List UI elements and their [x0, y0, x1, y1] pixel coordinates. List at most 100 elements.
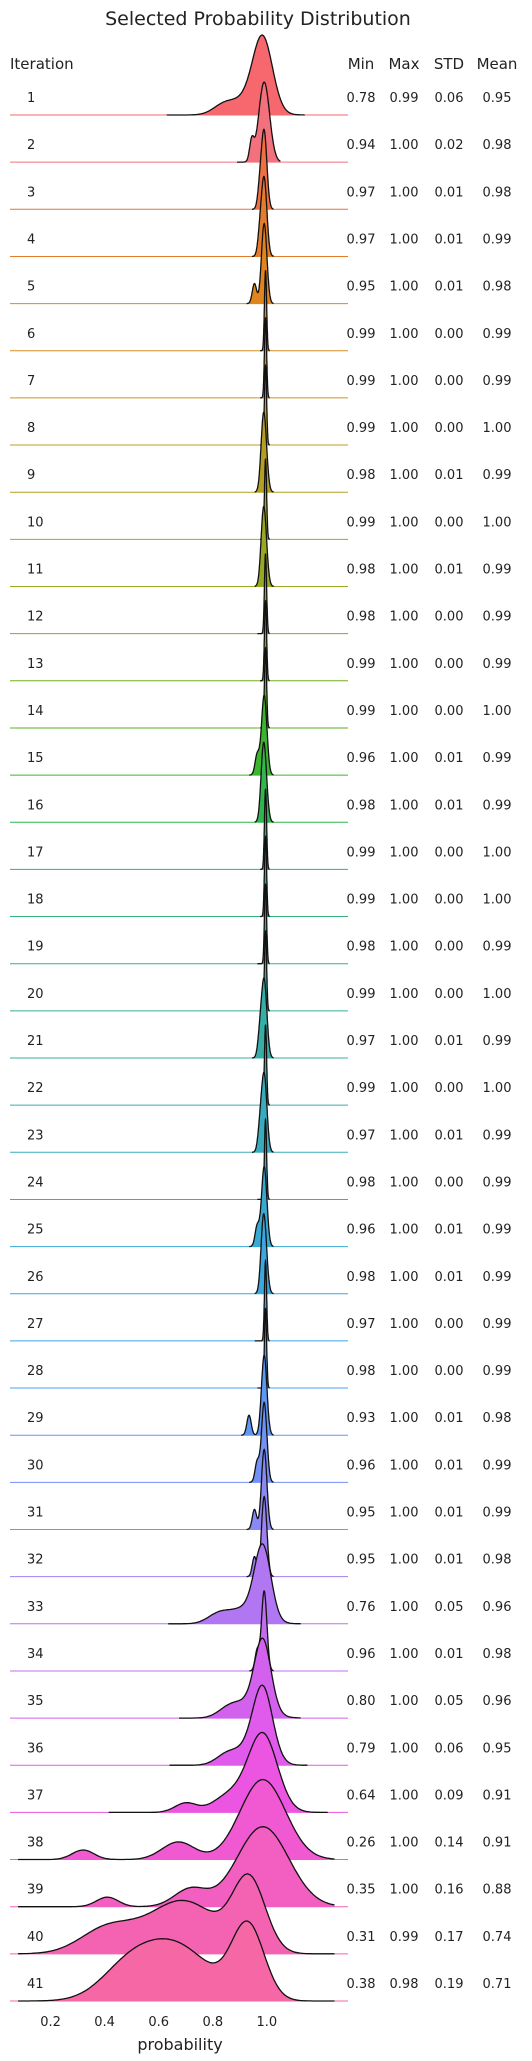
iteration-label: 34: [27, 1647, 44, 1662]
stat-mean: 0.99: [483, 610, 512, 625]
stat-max: 1.00: [390, 798, 419, 813]
stat-min: 0.99: [347, 374, 376, 389]
iteration-label: 24: [27, 1175, 44, 1190]
iteration-label: 13: [27, 657, 44, 672]
iteration-row: 23 0.97 1.00 0.01 0.99: [10, 1071, 511, 1153]
stat-min: 0.99: [347, 657, 376, 672]
stat-min: 0.26: [347, 1836, 376, 1851]
stat-max: 1.00: [390, 987, 419, 1002]
stat-mean: 0.99: [483, 563, 512, 578]
iteration-row: 3 0.97 1.00 0.01 0.98: [10, 128, 511, 210]
stat-mean: 0.99: [483, 468, 512, 483]
stat-mean: 0.95: [483, 1741, 512, 1756]
stat-max: 1.00: [390, 1223, 419, 1238]
stat-max: 1.00: [390, 280, 419, 295]
iteration-row: 27 0.97 1.00 0.00 0.99: [10, 1258, 511, 1342]
stat-min: 0.95: [347, 1553, 376, 1568]
header-iteration: Iteration: [10, 55, 74, 73]
stat-mean: 0.99: [483, 657, 512, 672]
density-outline: [249, 1165, 274, 1248]
stat-std: 0.01: [435, 1034, 464, 1049]
stat-std: 0.02: [435, 138, 464, 153]
iteration-row: 14 0.99 1.00 0.00 1.00: [10, 646, 511, 729]
iteration-row: 16 0.98 1.00 0.01 0.99: [10, 741, 512, 823]
stat-min: 0.35: [347, 1883, 376, 1898]
density-outline: [166, 34, 305, 116]
stat-max: 1.00: [390, 1788, 419, 1803]
stat-std: 0.14: [435, 1836, 464, 1851]
density-outline: [260, 834, 270, 918]
density-outline: [249, 1401, 274, 1483]
iteration-row: 15 0.96 1.00 0.01 0.99: [10, 694, 511, 776]
stat-min: 0.93: [347, 1411, 376, 1426]
density-outline: [18, 1778, 335, 1861]
stat-min: 0.97: [347, 232, 376, 247]
stat-std: 0.00: [435, 374, 464, 389]
iteration-label: 5: [27, 280, 35, 295]
stat-min: 0.99: [347, 1081, 376, 1096]
iteration-label: 6: [27, 327, 35, 342]
stat-max: 1.00: [390, 468, 419, 483]
iteration-row: 28 0.98 1.00 0.00 0.99: [10, 1307, 511, 1389]
stat-min: 0.99: [347, 327, 376, 342]
stat-std: 0.01: [435, 185, 464, 200]
stat-min: 0.31: [347, 1930, 376, 1945]
stat-std: 0.00: [435, 327, 464, 342]
iteration-label: 36: [27, 1741, 44, 1756]
stat-max: 1.00: [390, 1034, 419, 1049]
density-outline: [260, 317, 270, 399]
stat-min: 0.99: [347, 845, 376, 860]
density-fill: [257, 1119, 270, 1200]
density-outline: [251, 128, 274, 210]
stat-min: 0.98: [347, 610, 376, 625]
stat-std: 0.01: [435, 1223, 464, 1238]
stat-std: 0.09: [435, 1788, 464, 1803]
iteration-label: 16: [27, 798, 44, 813]
density-fill: [179, 1638, 301, 1719]
stat-std: 0.01: [435, 1553, 464, 1568]
stat-min: 0.78: [347, 91, 376, 106]
iteration-label: 20: [27, 987, 44, 1002]
iteration-label: 14: [27, 704, 44, 719]
density-fill: [249, 1402, 274, 1483]
iteration-row: 6 0.99 1.00 0.00 0.99: [10, 270, 511, 352]
stat-max: 1.00: [390, 563, 419, 578]
stat-max: 1.00: [390, 1694, 419, 1709]
stat-std: 0.06: [435, 91, 464, 106]
stat-min: 0.99: [347, 704, 376, 719]
density-outline: [254, 505, 275, 587]
iteration-label: 30: [27, 1458, 44, 1473]
density-outline: [237, 81, 281, 163]
stat-min: 0.96: [347, 1647, 376, 1662]
stat-std: 0.05: [435, 1600, 464, 1615]
stat-mean: 1.00: [483, 893, 512, 908]
stat-max: 1.00: [390, 1081, 419, 1096]
stat-mean: 0.99: [483, 1506, 512, 1521]
stat-max: 1.00: [390, 1458, 419, 1473]
iteration-label: 1: [27, 91, 35, 106]
stat-mean: 0.71: [483, 1977, 512, 1992]
stat-std: 0.00: [435, 940, 464, 955]
stat-std: 0.05: [435, 1694, 464, 1709]
iteration-label: 8: [27, 421, 35, 436]
stat-mean: 0.98: [483, 1647, 512, 1662]
stat-min: 0.96: [347, 1458, 376, 1473]
density-fill: [249, 1166, 274, 1247]
chart-title: Selected Probability Distribution: [105, 8, 411, 30]
stat-mean: 0.99: [483, 940, 512, 955]
stat-std: 0.01: [435, 1411, 464, 1426]
iteration-label: 3: [27, 185, 35, 200]
iteration-row: 10 0.99 1.00 0.00 1.00: [10, 457, 511, 540]
stat-std: 0.06: [435, 1741, 464, 1756]
stat-mean: 0.91: [483, 1788, 512, 1803]
density-fill: [246, 223, 274, 304]
x-axis: 0.2 0.4 0.6 0.8 1.0: [40, 2015, 277, 2030]
density-outline: [18, 1873, 335, 1955]
x-tick-label: 1.0: [257, 2015, 278, 2030]
stat-std: 0.01: [435, 1128, 464, 1143]
header-min: Min: [348, 55, 375, 73]
density-fill: [169, 1685, 308, 1766]
stat-mean: 0.99: [483, 798, 512, 813]
iteration-row: 35 0.80 1.00 0.05 0.96: [10, 1637, 511, 1719]
iteration-row: 2 0.94 1.00 0.02 0.98: [10, 81, 511, 163]
